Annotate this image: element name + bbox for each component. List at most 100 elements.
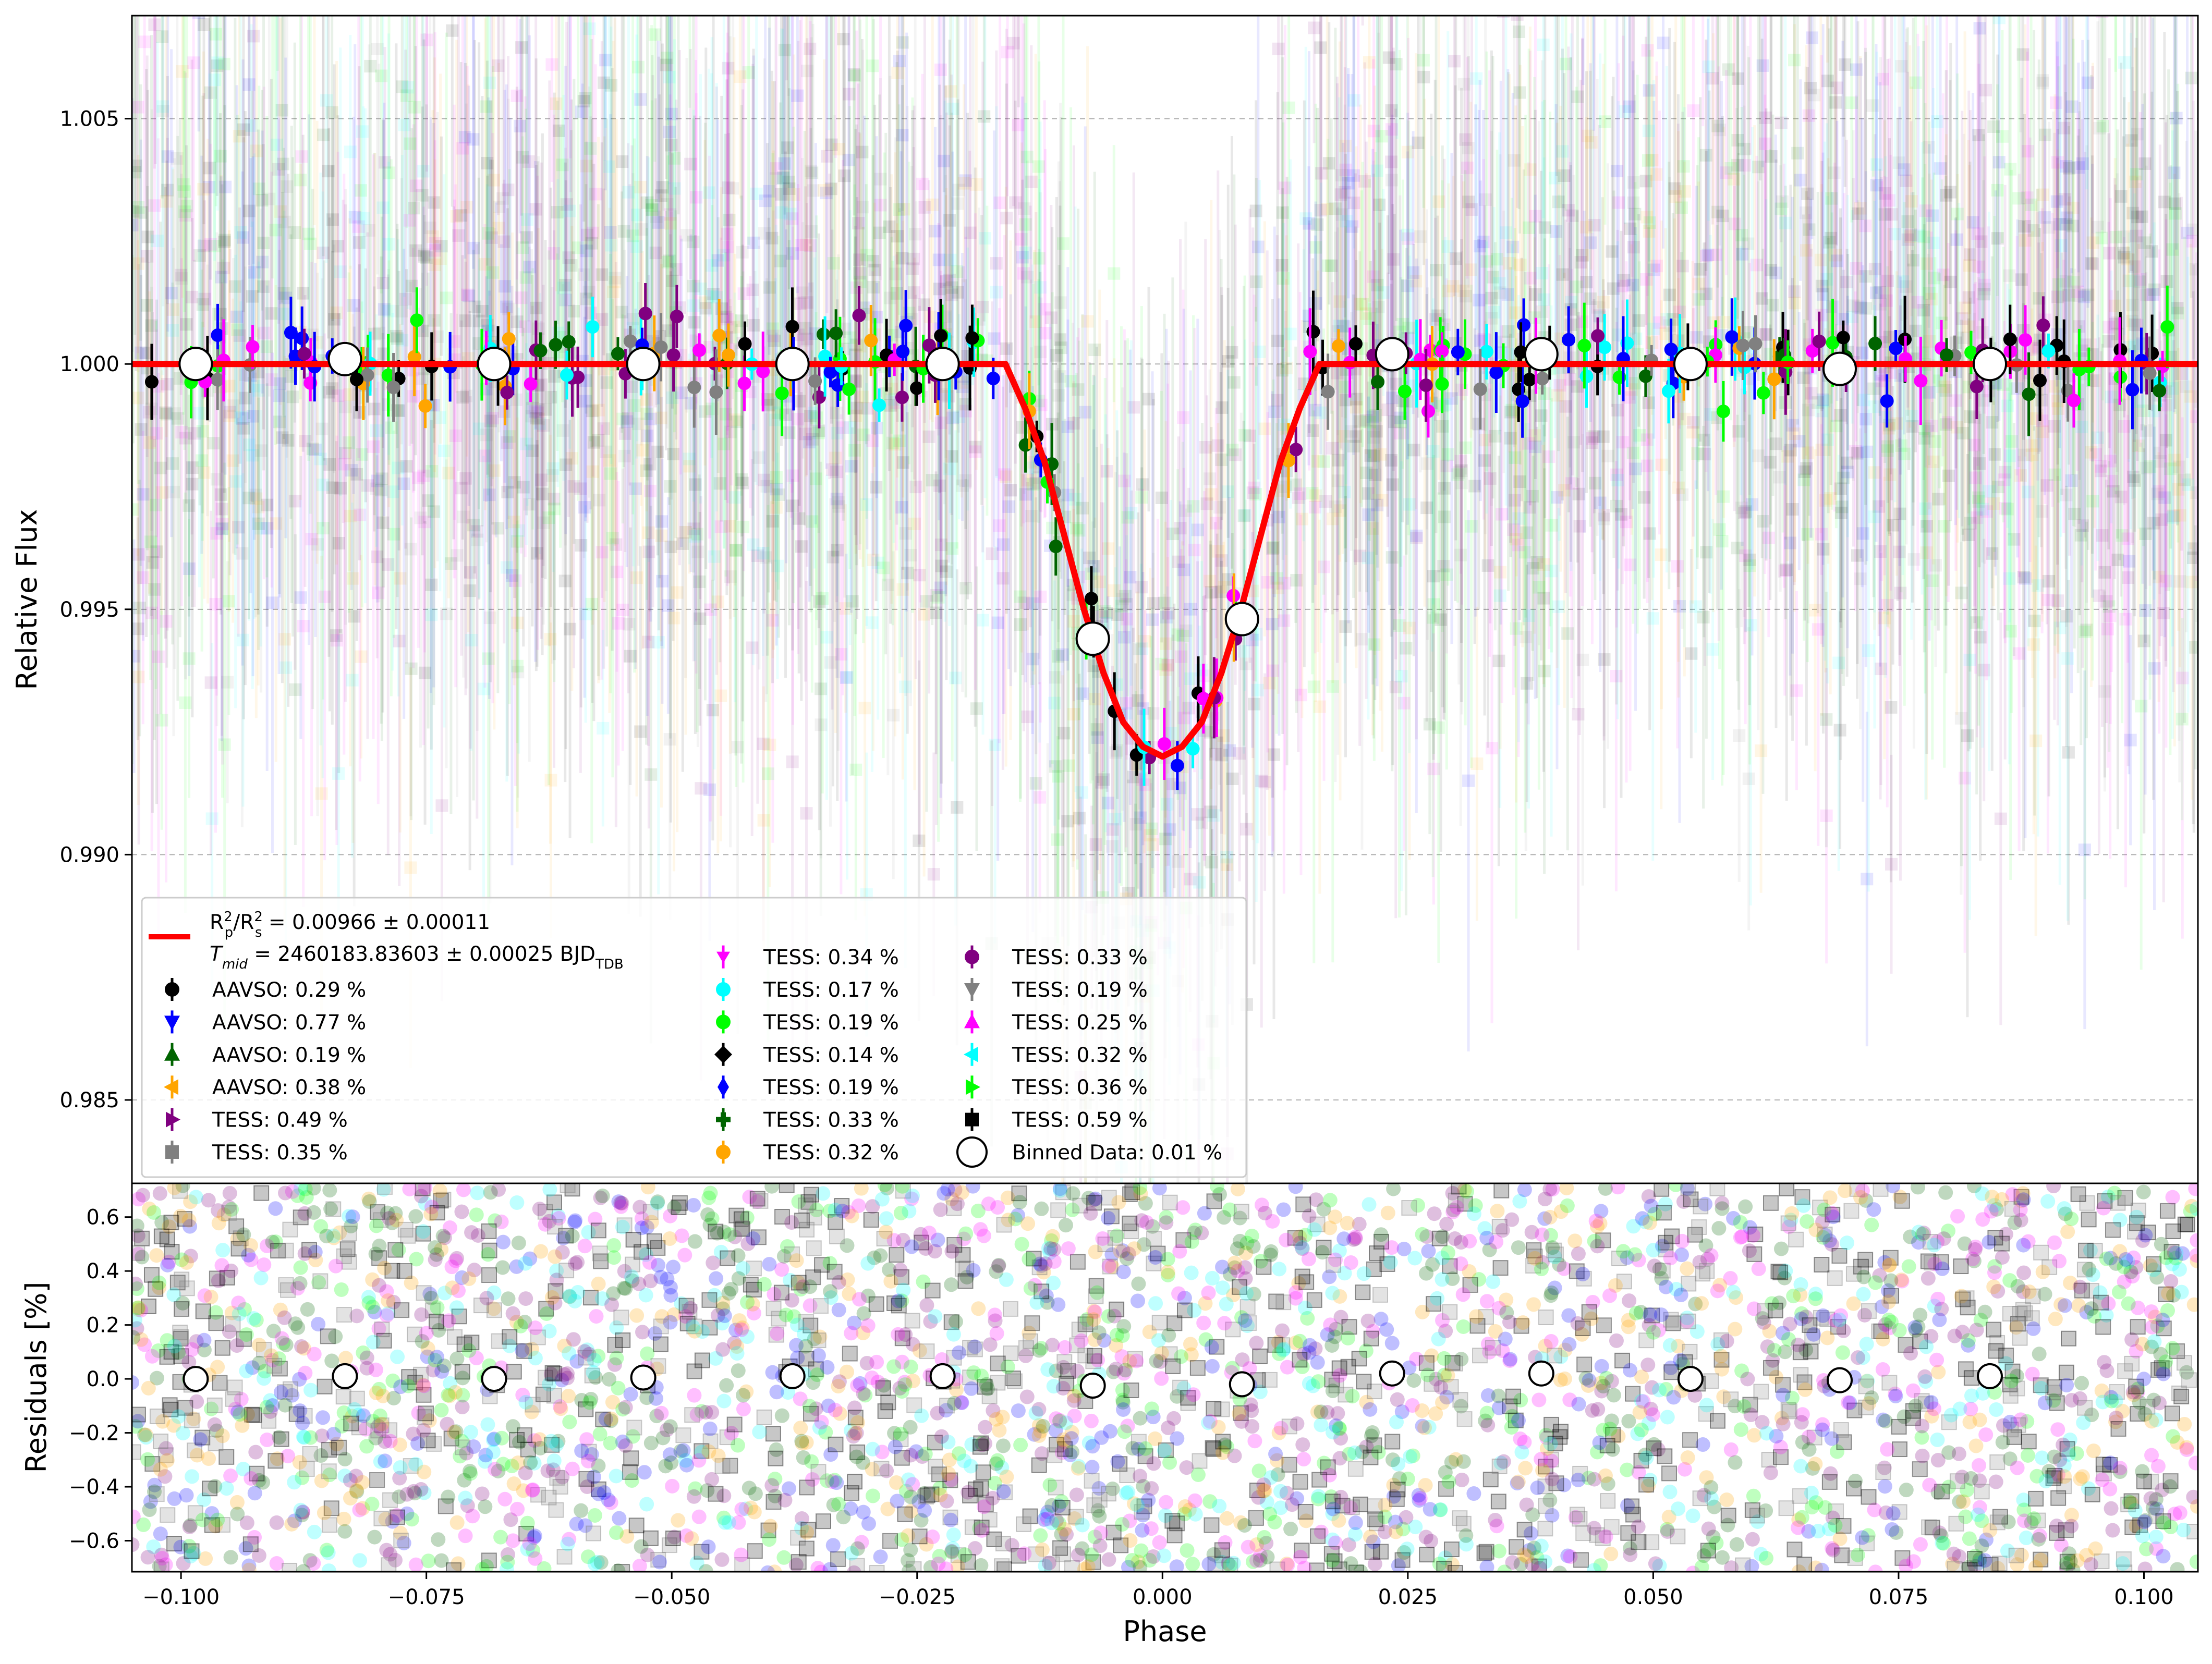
raw-data-point	[2004, 163, 2017, 176]
raw-data-point	[1564, 373, 1577, 386]
raw-data-point	[714, 520, 727, 533]
raw-data-point	[724, 520, 737, 533]
raw-data-point	[1061, 488, 1074, 501]
raw-data-point	[334, 265, 347, 278]
raw-data-point	[2029, 735, 2043, 748]
raw-data-point	[1073, 812, 1086, 825]
raw-data-point	[2102, 335, 2115, 348]
raw-data-point	[1788, 297, 1801, 310]
raw-data-point	[2140, 461, 2153, 474]
raw-data-point	[1762, 531, 1775, 544]
raw-data-point	[1454, 548, 1467, 561]
raw-data-point	[1601, 449, 1614, 462]
raw-data-point	[1861, 873, 1874, 886]
raw-data-point	[1054, 296, 1067, 309]
raw-data-point	[2078, 843, 2091, 857]
raw-data-point	[559, 293, 572, 307]
raw-data-point	[1676, 260, 1689, 273]
raw-data-point	[237, 633, 250, 646]
raw-data-point	[1370, 164, 1383, 177]
raw-data-point	[1248, 698, 1261, 711]
raw-data-point	[656, 181, 669, 194]
raw-data-point	[2050, 96, 2063, 109]
raw-data-point	[640, 464, 653, 477]
raw-data-point	[228, 280, 241, 293]
raw-data-point	[1000, 212, 1013, 225]
raw-data-point	[2093, 121, 2106, 134]
raw-data-point	[546, 462, 560, 475]
raw-data-point	[156, 30, 169, 43]
raw-data-point	[1360, 466, 1373, 479]
raw-data-point	[345, 464, 358, 477]
raw-data-point	[690, 191, 703, 204]
raw-data-point	[1350, 401, 1363, 414]
raw-data-point	[2140, 424, 2153, 437]
raw-data-point	[1639, 175, 1652, 188]
raw-data-point	[2027, 638, 2040, 651]
raw-data-point	[548, 503, 561, 516]
raw-data-point	[1333, 504, 1346, 517]
raw-data-point	[1641, 44, 1654, 57]
raw-data-point	[1817, 288, 1830, 301]
raw-data-point	[168, 407, 181, 420]
raw-data-point	[2066, 219, 2079, 233]
raw-data-point	[920, 595, 933, 608]
raw-data-point	[1999, 502, 2012, 515]
raw-data-point	[560, 458, 573, 471]
raw-data-point	[1347, 94, 1360, 107]
raw-data-point	[1250, 275, 1263, 288]
raw-data-point	[1464, 263, 1477, 276]
raw-data-point	[132, 503, 139, 516]
raw-data-point	[379, 156, 392, 169]
raw-data-point	[724, 570, 737, 583]
raw-data-point	[1513, 86, 1526, 99]
raw-data-point	[1909, 76, 1922, 89]
raw-data-point	[1334, 188, 1347, 201]
raw-data-point	[1246, 486, 1259, 499]
raw-data-point	[1550, 225, 1563, 238]
raw-data-point	[1371, 278, 1384, 291]
raw-data-point	[1687, 104, 1700, 117]
raw-data-point	[1146, 822, 1159, 835]
raw-data-point	[889, 438, 902, 451]
raw-data-point	[219, 180, 232, 193]
raw-data-point	[1019, 218, 1032, 231]
raw-data-point	[1821, 433, 1834, 446]
raw-data-point	[934, 63, 947, 76]
raw-data-point	[1479, 193, 1492, 206]
raw-data-point	[718, 249, 731, 262]
raw-data-point	[1227, 376, 1241, 389]
raw-data-point	[977, 614, 990, 627]
raw-data-point	[1273, 510, 1286, 523]
raw-data-point	[593, 494, 606, 507]
raw-data-point	[273, 415, 286, 429]
raw-data-point	[1277, 272, 1290, 285]
raw-data-point	[402, 81, 415, 94]
raw-data-point	[1373, 198, 1386, 211]
raw-data-point	[330, 634, 343, 647]
raw-data-point	[1904, 228, 1917, 241]
raw-data-point	[839, 602, 852, 615]
raw-data-point	[1623, 100, 1636, 113]
raw-data-point	[687, 299, 700, 312]
raw-data-point	[632, 418, 645, 431]
raw-data-point	[699, 405, 712, 418]
raw-data-point	[1029, 315, 1042, 328]
raw-data-point	[870, 422, 883, 435]
raw-data-point	[1937, 268, 1950, 282]
raw-data-point	[396, 80, 409, 93]
raw-data-point	[2144, 460, 2157, 473]
raw-data-point	[2027, 224, 2040, 237]
raw-data-point	[577, 95, 590, 108]
raw-data-point	[1968, 411, 1981, 424]
raw-data-point	[1205, 488, 1218, 501]
raw-data-point	[705, 259, 718, 272]
raw-data-point	[1221, 485, 1234, 498]
raw-data-point	[2086, 236, 2099, 249]
raw-data-point	[624, 650, 637, 663]
raw-data-point	[1697, 433, 1710, 446]
raw-data-point	[1356, 298, 1369, 311]
raw-data-point	[2043, 574, 2056, 588]
raw-data-point	[1875, 663, 1888, 676]
raw-data-point	[1248, 481, 1261, 494]
